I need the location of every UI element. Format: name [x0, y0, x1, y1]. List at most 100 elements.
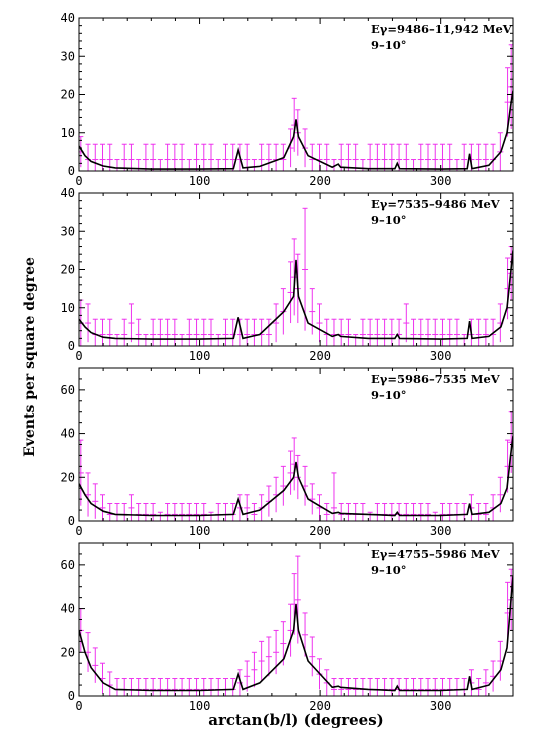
errorbar-point [309, 288, 316, 335]
y-tick-label: 0 [68, 164, 75, 178]
errorbar-point [92, 143, 99, 171]
y-tick-label: 60 [61, 558, 75, 572]
errorbar-point [388, 143, 395, 171]
errorbar-series [79, 207, 513, 346]
errorbar-series [79, 44, 513, 171]
y-tick-label: 60 [61, 383, 75, 397]
errorbar-point [92, 483, 99, 519]
energy-label: Eγ=7535–9486 MeV [371, 197, 501, 211]
errorbar-point [157, 678, 164, 696]
panel-4: 0 100 200 300 0 20 40 60 Eγ=4755–5986 MeV 9–10° [61, 542, 514, 713]
errorbar-point [273, 143, 280, 171]
energy-label: Eγ=5986–7535 MeV [371, 372, 501, 386]
y-tick-label: 10 [61, 301, 75, 315]
errorbar-point [164, 318, 171, 346]
y-tick-label: 40 [61, 602, 75, 616]
errorbar-point [186, 503, 193, 521]
x-tick-label: 100 [189, 524, 211, 538]
errorbar-point [374, 318, 381, 346]
panel-3: 0 100 200 300 0 20 40 60 Eγ=5986–7535 MeV 9–10° [61, 367, 514, 538]
errorbar-point [164, 143, 171, 171]
errorbar-point [417, 318, 424, 346]
errorbar-point [85, 472, 92, 517]
errorbar-point [85, 632, 92, 672]
errorbar-point [425, 318, 432, 346]
x-tick-label: 100 [189, 174, 211, 188]
y-tick-label: 20 [61, 263, 75, 277]
errorbar-point [439, 318, 446, 346]
errorbar-point [128, 303, 135, 343]
y-axis-label: Events per square degree [22, 257, 38, 457]
errorbar-point [273, 303, 280, 343]
errorbar-point [179, 503, 186, 521]
errorbar-point [215, 334, 222, 346]
errorbar-point [381, 318, 388, 346]
errorbar-point [330, 159, 337, 171]
errorbar-point [461, 503, 468, 521]
errorbar-point [323, 143, 330, 171]
bin-label: 9–10° [371, 388, 407, 402]
errorbar-point [367, 318, 374, 346]
errorbar-point [345, 143, 352, 171]
x-tick-label: 300 [430, 524, 452, 538]
errorbar-point [453, 678, 460, 696]
errorbar-point [352, 334, 359, 346]
errorbar-point [244, 318, 251, 346]
errorbar-point [352, 143, 359, 171]
errorbar-point [338, 503, 345, 521]
errorbar-point [150, 318, 157, 346]
errorbar-series [79, 555, 513, 696]
y-tick-label: 30 [61, 224, 75, 238]
errorbar-point [461, 678, 468, 696]
errorbar-point [215, 503, 222, 521]
y-tick-label: 40 [61, 427, 75, 441]
bin-label: 9–10° [371, 213, 407, 227]
errorbar-point [367, 143, 374, 171]
errorbar-point [403, 303, 410, 343]
errorbar-point [482, 318, 489, 346]
errorbar-point [374, 503, 381, 521]
errorbar-point [200, 678, 207, 696]
errorbar-point [193, 318, 200, 346]
errorbar-point [142, 503, 149, 521]
y-tick-label: 20 [61, 470, 75, 484]
errorbar-point [164, 678, 171, 696]
errorbar-point [432, 678, 439, 696]
errorbar-point [179, 678, 186, 696]
errorbar-point [323, 503, 330, 521]
errorbar-point [244, 494, 251, 521]
errorbar-point [179, 334, 186, 346]
errorbar-point [439, 678, 446, 696]
errorbar-point [193, 143, 200, 171]
errorbar-point [142, 678, 149, 696]
errorbar-point [388, 678, 395, 696]
errorbar-point [121, 318, 128, 346]
errorbar-point [251, 651, 258, 688]
errorbar-point [403, 143, 410, 171]
errorbar-point [179, 143, 186, 171]
errorbar-point [128, 678, 135, 696]
errorbar-point [99, 494, 106, 521]
x-tick-label: 200 [309, 174, 331, 188]
errorbar-point [374, 143, 381, 171]
errorbar-point [251, 318, 258, 346]
errorbar-point [461, 143, 468, 171]
y-tick-label: 0 [68, 339, 75, 353]
errorbar-point [113, 678, 120, 696]
errorbar-point [157, 511, 164, 521]
errorbar-point [446, 143, 453, 171]
errorbar-point [432, 318, 439, 346]
plot-frame [78, 17, 514, 172]
errorbar-point [381, 678, 388, 696]
errorbar-point [171, 143, 178, 171]
x-tick-label: 0 [75, 349, 82, 363]
errorbar-point [208, 143, 215, 171]
errorbar-point [164, 503, 171, 521]
errorbar-point [352, 503, 359, 521]
errorbar-point [106, 318, 113, 346]
errorbar-point [171, 503, 178, 521]
panel-1: 0 100 200 300 0 10 20 30 40 Eγ=9486–11,942 MeV 9–1… [61, 11, 514, 188]
errorbar-point [142, 143, 149, 171]
errorbar-point [121, 503, 128, 521]
